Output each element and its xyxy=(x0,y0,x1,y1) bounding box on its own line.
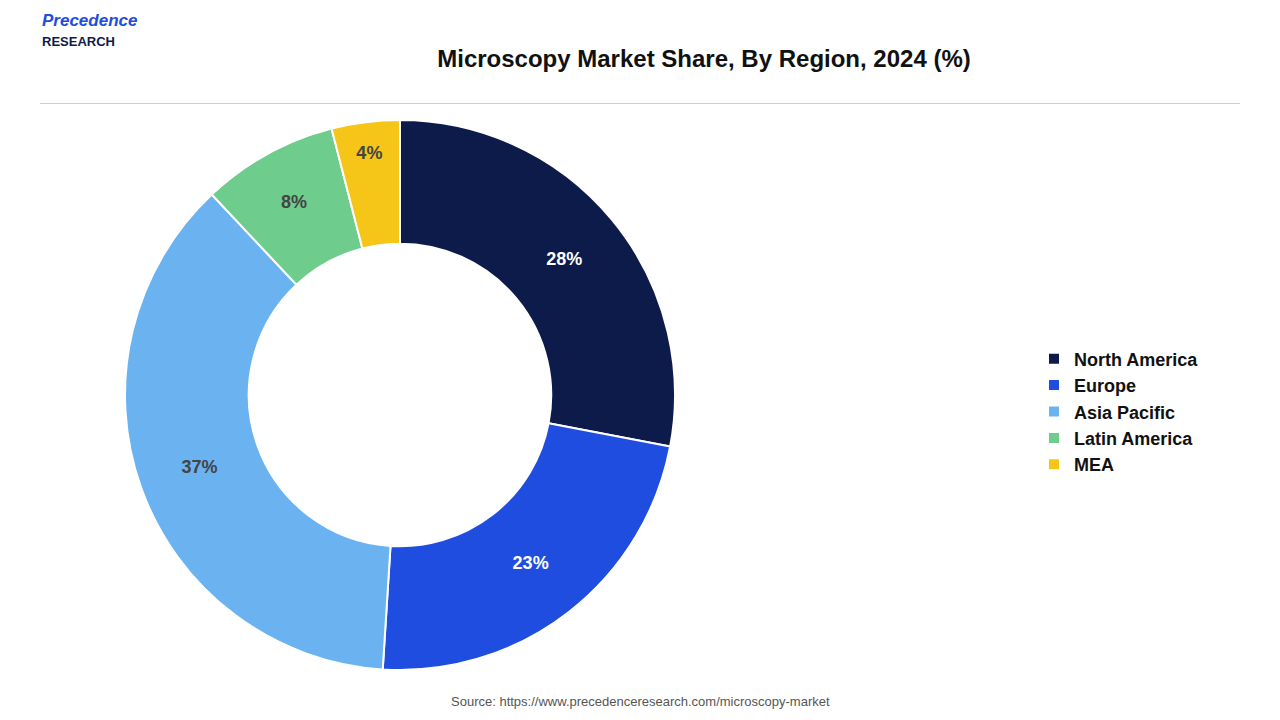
svg-text:Latin America: Latin America xyxy=(1074,429,1193,449)
svg-text:Europe: Europe xyxy=(1074,376,1136,396)
svg-text:RESEARCH: RESEARCH xyxy=(42,34,115,49)
svg-text:Precedence: Precedence xyxy=(42,11,137,30)
svg-text:37%: 37% xyxy=(181,457,217,477)
svg-text:8%: 8% xyxy=(281,192,307,212)
svg-text:Source: https://www.precedence: Source: https://www.precedenceresearch.c… xyxy=(451,694,830,709)
svg-text:4%: 4% xyxy=(356,143,382,163)
svg-text:Microscopy Market Share, By Re: Microscopy Market Share, By Region, 2024… xyxy=(437,45,971,72)
svg-text:23%: 23% xyxy=(513,553,549,573)
svg-text:North America: North America xyxy=(1074,350,1198,370)
svg-text:28%: 28% xyxy=(546,249,582,269)
svg-text:Asia Pacific: Asia Pacific xyxy=(1074,403,1175,423)
svg-text:MEA: MEA xyxy=(1074,455,1114,475)
